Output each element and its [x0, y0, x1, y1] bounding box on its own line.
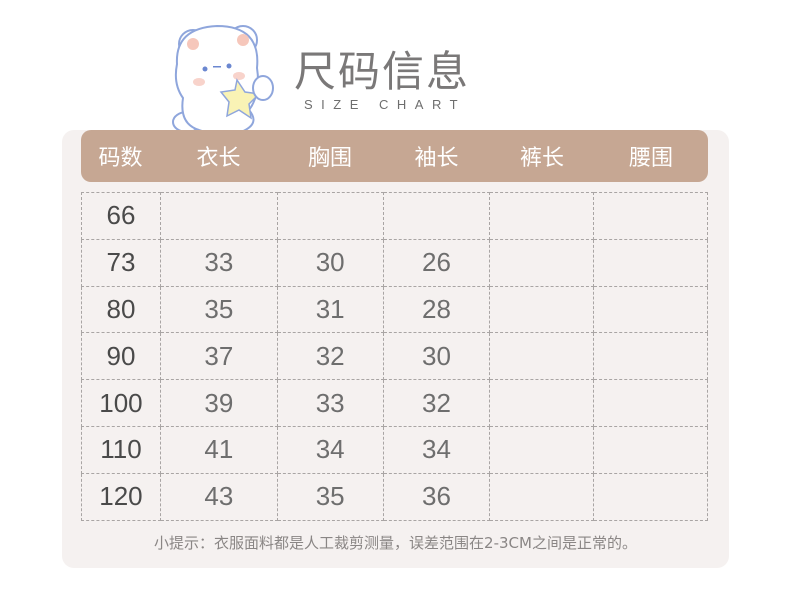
cell-size: 73 [81, 238, 161, 287]
cell-length: 37 [159, 332, 278, 381]
page-subtitle: SIZE CHART [304, 97, 467, 112]
header-waist: 腰围 [628, 146, 673, 171]
cell-pants-length [489, 472, 595, 521]
table-row: 100 39 33 32 [81, 379, 708, 427]
cell-pants-length [489, 379, 595, 427]
cell-sleeve: 30 [382, 332, 491, 381]
table-row: 80 35 31 28 [81, 285, 708, 334]
cell-size: 110 [81, 425, 161, 474]
cell-length: 43 [159, 472, 278, 521]
cell-waist [593, 332, 708, 381]
size-table: 66 73 33 30 26 80 35 31 28 90 37 32 30 100 39 33 32 110 41… [81, 192, 708, 521]
cell-waist [593, 425, 708, 474]
cell-pants-length [489, 425, 595, 474]
measurement-note: 小提示：衣服面料都是人工裁剪测量，误差范围在2-3CM之间是正常的。 [154, 534, 637, 552]
table-header: 码数 衣长 胸围 袖长 裤长 腰围 [81, 130, 708, 182]
cell-size: 90 [81, 332, 161, 381]
cell-chest: 31 [276, 285, 384, 334]
cell-chest [276, 192, 384, 240]
cell-sleeve: 34 [382, 425, 491, 474]
header-sleeve: 袖长 [414, 146, 459, 171]
cell-length [159, 192, 278, 240]
cell-length: 39 [159, 379, 278, 427]
cell-size: 80 [81, 285, 161, 334]
page-title: 尺码信息 [294, 47, 471, 96]
cell-size: 100 [81, 379, 161, 427]
cell-sleeve: 36 [382, 472, 491, 521]
cell-length: 33 [159, 238, 278, 287]
cell-sleeve [382, 192, 491, 240]
cell-sleeve: 26 [382, 238, 491, 287]
cell-length: 41 [159, 425, 278, 474]
cell-pants-length [489, 332, 595, 381]
cell-length: 35 [159, 285, 278, 334]
cell-size: 66 [81, 192, 161, 240]
header-pants-length: 裤长 [519, 146, 564, 171]
table-row: 90 37 32 30 [81, 332, 708, 381]
cell-waist [593, 192, 708, 240]
cell-pants-length [489, 238, 595, 287]
header-length: 衣长 [196, 146, 241, 171]
cell-chest: 34 [276, 425, 384, 474]
cell-pants-length [489, 285, 595, 334]
cell-chest: 30 [276, 238, 384, 287]
cell-sleeve: 28 [382, 285, 491, 334]
table-row: 66 [81, 192, 708, 240]
table-row: 120 43 35 36 [81, 472, 708, 521]
cell-chest: 32 [276, 332, 384, 381]
cell-waist [593, 238, 708, 287]
cell-waist [593, 285, 708, 334]
bear-mascot-icon [172, 24, 274, 135]
cell-sleeve: 32 [382, 379, 491, 427]
cell-chest: 33 [276, 379, 384, 427]
header-size: 码数 [98, 146, 143, 171]
table-row: 110 41 34 34 [81, 425, 708, 474]
cell-size: 120 [81, 472, 161, 521]
table-row: 73 33 30 26 [81, 238, 708, 287]
cell-waist [593, 472, 708, 521]
cell-waist [593, 379, 708, 427]
cell-chest: 35 [276, 472, 384, 521]
cell-pants-length [489, 192, 595, 240]
header-chest: 胸围 [307, 146, 352, 171]
